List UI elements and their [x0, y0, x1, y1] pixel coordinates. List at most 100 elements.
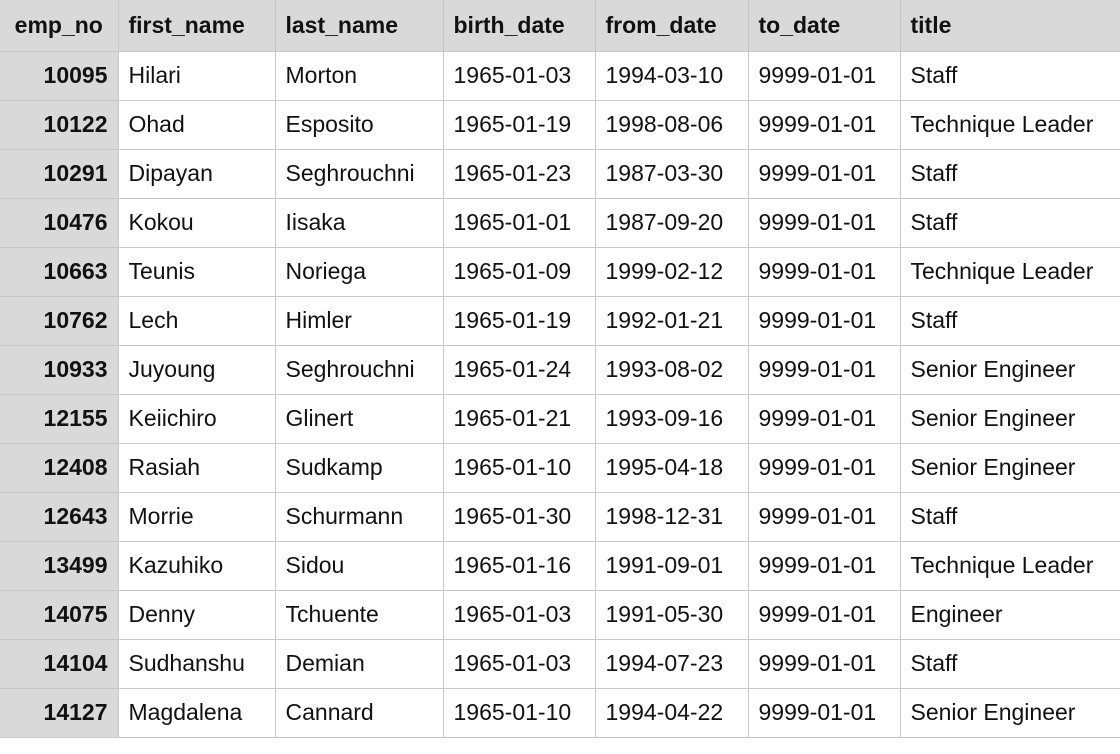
cell-birth-date[interactable]: 1965-01-09 [442, 246, 596, 297]
cell-title[interactable]: Staff [899, 148, 1120, 199]
cell-first-name[interactable]: Juyoung [117, 344, 276, 395]
cell-emp-no[interactable]: 12643 [0, 491, 119, 542]
cell-emp-no[interactable]: 13499 [0, 540, 119, 591]
cell-to-date[interactable]: 9999-01-01 [747, 687, 901, 738]
cell-from-date[interactable]: 1993-08-02 [594, 344, 749, 395]
cell-emp-no[interactable]: 10762 [0, 295, 119, 346]
cell-birth-date[interactable]: 1965-01-03 [442, 589, 596, 640]
cell-to-date[interactable]: 9999-01-01 [747, 295, 901, 346]
cell-last-name[interactable]: Tchuente [274, 589, 444, 640]
cell-emp-no[interactable]: 10476 [0, 197, 119, 248]
cell-emp-no[interactable]: 10933 [0, 344, 119, 395]
cell-emp-no[interactable]: 14075 [0, 589, 119, 640]
cell-title[interactable]: Staff [899, 638, 1120, 689]
cell-first-name[interactable]: Keiichiro [117, 393, 276, 444]
cell-birth-date[interactable]: 1965-01-10 [442, 687, 596, 738]
cell-to-date[interactable]: 9999-01-01 [747, 50, 901, 101]
cell-to-date[interactable]: 9999-01-01 [747, 442, 901, 493]
column-header-emp-no[interactable]: emp_no [0, 0, 119, 52]
cell-from-date[interactable]: 1987-03-30 [594, 148, 749, 199]
cell-title[interactable]: Senior Engineer [899, 687, 1120, 738]
cell-last-name[interactable]: Demian [274, 638, 444, 689]
table-row[interactable]: 10291 Dipayan Seghrouchni 1965-01-23 1987-03… [0, 148, 1120, 199]
cell-from-date[interactable]: 1987-09-20 [594, 197, 749, 248]
cell-last-name[interactable]: Morton [274, 50, 444, 101]
cell-emp-no[interactable]: 10095 [0, 50, 119, 101]
cell-title[interactable]: Senior Engineer [899, 393, 1120, 444]
cell-to-date[interactable]: 9999-01-01 [747, 540, 901, 591]
cell-from-date[interactable]: 1994-07-23 [594, 638, 749, 689]
table-row[interactable]: 12408 Rasiah Sudkamp 1965-01-10 1995-04-18 99… [0, 442, 1120, 493]
cell-from-date[interactable]: 1991-09-01 [594, 540, 749, 591]
cell-birth-date[interactable]: 1965-01-03 [442, 638, 596, 689]
cell-birth-date[interactable]: 1965-01-23 [442, 148, 596, 199]
cell-last-name[interactable]: Seghrouchni [274, 148, 444, 199]
table-row[interactable]: 10762 Lech Himler 1965-01-19 1992-01-21 9999-… [0, 295, 1120, 346]
cell-from-date[interactable]: 1991-05-30 [594, 589, 749, 640]
cell-first-name[interactable]: Magdalena [117, 687, 276, 738]
column-header-first-name[interactable]: first_name [117, 0, 276, 52]
cell-from-date[interactable]: 1994-03-10 [594, 50, 749, 101]
cell-first-name[interactable]: Denny [117, 589, 276, 640]
cell-to-date[interactable]: 9999-01-01 [747, 393, 901, 444]
cell-first-name[interactable]: Hilari [117, 50, 276, 101]
cell-first-name[interactable]: Kazuhiko [117, 540, 276, 591]
cell-last-name[interactable]: Sidou [274, 540, 444, 591]
cell-from-date[interactable]: 1998-12-31 [594, 491, 749, 542]
cell-birth-date[interactable]: 1965-01-21 [442, 393, 596, 444]
cell-last-name[interactable]: Seghrouchni [274, 344, 444, 395]
cell-from-date[interactable]: 1998-08-06 [594, 99, 749, 150]
cell-to-date[interactable]: 9999-01-01 [747, 148, 901, 199]
cell-title[interactable]: Staff [899, 295, 1120, 346]
column-header-title[interactable]: title [899, 0, 1120, 52]
cell-to-date[interactable]: 9999-01-01 [747, 344, 901, 395]
table-row[interactable]: 14075 Denny Tchuente 1965-01-03 1991-05-30 99… [0, 589, 1120, 640]
table-row[interactable]: 10095 Hilari Morton 1965-01-03 1994-03-10 999… [0, 50, 1120, 101]
cell-first-name[interactable]: Dipayan [117, 148, 276, 199]
cell-title[interactable]: Senior Engineer [899, 442, 1120, 493]
cell-last-name[interactable]: Schurmann [274, 491, 444, 542]
table-row[interactable]: 12155 Keiichiro Glinert 1965-01-21 1993-09-1… [0, 393, 1120, 444]
cell-title[interactable]: Technique Leader [899, 540, 1120, 591]
cell-birth-date[interactable]: 1965-01-19 [442, 99, 596, 150]
cell-emp-no[interactable]: 10122 [0, 99, 119, 150]
cell-title[interactable]: Staff [899, 197, 1120, 248]
cell-birth-date[interactable]: 1965-01-24 [442, 344, 596, 395]
table-row[interactable]: 10663 Teunis Noriega 1965-01-09 1999-02-12 99… [0, 246, 1120, 297]
column-header-from-date[interactable]: from_date [594, 0, 749, 52]
cell-birth-date[interactable]: 1965-01-10 [442, 442, 596, 493]
table-row[interactable]: 12643 Morrie Schurmann 1965-01-30 1998-12-31… [0, 491, 1120, 542]
cell-to-date[interactable]: 9999-01-01 [747, 491, 901, 542]
cell-last-name[interactable]: Esposito [274, 99, 444, 150]
cell-title[interactable]: Staff [899, 50, 1120, 101]
table-row[interactable]: 14104 Sudhanshu Demian 1965-01-03 1994-07-23… [0, 638, 1120, 689]
column-header-birth-date[interactable]: birth_date [442, 0, 596, 52]
cell-first-name[interactable]: Sudhanshu [117, 638, 276, 689]
table-row[interactable]: 10122 Ohad Esposito 1965-01-19 1998-08-06 999… [0, 99, 1120, 150]
cell-from-date[interactable]: 1994-04-22 [594, 687, 749, 738]
cell-birth-date[interactable]: 1965-01-03 [442, 50, 596, 101]
cell-last-name[interactable]: Noriega [274, 246, 444, 297]
cell-last-name[interactable]: Glinert [274, 393, 444, 444]
cell-title[interactable]: Staff [899, 491, 1120, 542]
cell-from-date[interactable]: 1993-09-16 [594, 393, 749, 444]
table-row[interactable]: 10933 Juyoung Seghrouchni 1965-01-24 1993-08… [0, 344, 1120, 395]
cell-emp-no[interactable]: 12155 [0, 393, 119, 444]
cell-first-name[interactable]: Morrie [117, 491, 276, 542]
table-row[interactable]: 10476 Kokou Iisaka 1965-01-01 1987-09-20 9999… [0, 197, 1120, 248]
cell-title[interactable]: Senior Engineer [899, 344, 1120, 395]
cell-last-name[interactable]: Cannard [274, 687, 444, 738]
cell-first-name[interactable]: Teunis [117, 246, 276, 297]
cell-birth-date[interactable]: 1965-01-19 [442, 295, 596, 346]
cell-to-date[interactable]: 9999-01-01 [747, 197, 901, 248]
table-row[interactable]: 13499 Kazuhiko Sidou 1965-01-16 1991-09-01 99… [0, 540, 1120, 591]
cell-first-name[interactable]: Rasiah [117, 442, 276, 493]
cell-first-name[interactable]: Ohad [117, 99, 276, 150]
cell-to-date[interactable]: 9999-01-01 [747, 246, 901, 297]
cell-emp-no[interactable]: 14104 [0, 638, 119, 689]
cell-emp-no[interactable]: 10291 [0, 148, 119, 199]
column-header-last-name[interactable]: last_name [274, 0, 444, 52]
cell-birth-date[interactable]: 1965-01-01 [442, 197, 596, 248]
cell-last-name[interactable]: Iisaka [274, 197, 444, 248]
table-row[interactable]: 14127 Magdalena Cannard 1965-01-10 1994-04-2… [0, 687, 1120, 738]
